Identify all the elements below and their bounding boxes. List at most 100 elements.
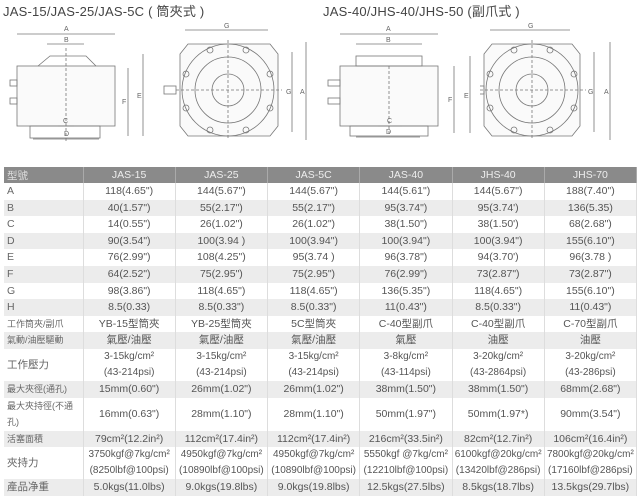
column-header: JHS-70: [544, 167, 638, 183]
side-view-drawing-jaw: A B F E C D: [327, 26, 471, 138]
table-cell: 118(4.65"): [452, 282, 545, 300]
row-label: A: [4, 183, 84, 200]
table-cell: 95(3.74"): [359, 199, 453, 217]
table-row: 最大夾持徑(不通孔) 16mm(0.63") 28mm(1.10") 28mm(1.1…: [4, 397, 638, 431]
model-header: 型號: [4, 167, 84, 183]
table-cell: 144(5.67"): [175, 183, 269, 200]
table-cell: 50mm(1.97*): [452, 397, 545, 431]
cell-line: 3750kgf@7kg/cm²: [88, 449, 170, 461]
svg-text:G: G: [286, 89, 291, 96]
cell-line: 3-15kg/cm²: [288, 350, 339, 362]
table-cell: 28mm(1.10"): [267, 397, 361, 431]
row-label: G: [4, 282, 84, 300]
table-cell: 8.5(0.33"): [175, 299, 269, 316]
svg-text:B: B: [64, 37, 69, 44]
table-cell: 188(7.40"): [544, 183, 638, 200]
table-cell: 55(2.17"): [267, 199, 361, 217]
table-cell: 12.5kgs(27.5lbs): [359, 479, 453, 496]
table-row: 最大夾徑(通孔) 15mm(0.60") 26mm(1.02") 26mm(1.02"…: [4, 380, 638, 398]
table-cell: 28mm(1.10"): [175, 397, 269, 431]
row-label: C: [4, 216, 84, 233]
table-cell: 95(3.74'): [452, 199, 545, 217]
table-row: 夾持力 3750kgf@7kg/cm² (8250lbf@100psi) 4950kg…: [4, 447, 638, 480]
title-jaw-type: JAS-40/JHS-40/JHS-50 (副爪式 ): [323, 4, 520, 19]
table-cell: 38(1.50"): [359, 216, 453, 233]
cell-line: 3-20kg/cm²: [473, 350, 524, 362]
table-cell: 26(1.02"): [175, 216, 269, 233]
table-row: E 76(2.99") 108(4.25") 95(3.74 ) 96(3.78") 94…: [4, 249, 638, 266]
table-cell: 64(2.52"): [83, 265, 176, 283]
table-cell: 11(0.43"): [544, 299, 638, 316]
table-cell: 4950kgf@7kg/cm² (10890lbf@100psi): [267, 447, 361, 480]
table-cell: 68(2.68"): [544, 216, 638, 233]
row-label: 活塞面積: [4, 430, 84, 448]
cell-line: (43-114psi): [380, 366, 431, 378]
row-label: 產品净重: [4, 479, 84, 496]
table-cell: 3-15kg/cm² (43-214psi): [267, 348, 361, 381]
cell-line: 7800kgf@20kg/cm²: [546, 449, 634, 461]
table-cell: C-70型副爪: [544, 315, 638, 333]
row-label: 最大夾持徑(不通孔): [4, 397, 84, 431]
table-cell: YB-25型筒夾: [175, 315, 269, 333]
svg-text:D: D: [386, 129, 391, 136]
table-cell: 79cm²(12.2in²): [83, 430, 176, 448]
cell-line: (43-214psi): [196, 366, 247, 378]
cell-line: 6100kgf@20kg/cm²: [454, 449, 542, 461]
cell-line: 5550kgf @7kg/cm²: [363, 449, 448, 461]
svg-text:E: E: [137, 93, 142, 100]
cell-line: (13420lbf@286psi): [455, 465, 541, 477]
row-label: D: [4, 232, 84, 250]
table-cell: 26mm(1.02"): [175, 380, 269, 398]
row-label: 夾持力: [4, 447, 84, 480]
table-row: F 64(2.52") 75(2.95") 75(2.95") 76(2.99") 73(…: [4, 265, 638, 283]
table-cell: 氣壓/油壓: [175, 332, 269, 349]
row-label: B: [4, 199, 84, 217]
svg-text:E: E: [464, 93, 469, 100]
table-cell: 3-20kg/cm² (43-2864psi): [452, 348, 545, 381]
cell-line: 3-15kg/cm²: [196, 350, 247, 362]
table-cell: 144(5.67"): [267, 183, 361, 200]
table-cell: 98(3.86"): [83, 282, 176, 300]
table-cell: 8.5(0.33"): [267, 299, 361, 316]
table-cell: 55(2.17"): [175, 199, 269, 217]
svg-text:F: F: [448, 97, 452, 104]
table-cell: 油壓: [452, 332, 545, 349]
table-cell: 75(2.95"): [267, 265, 361, 283]
table-cell: 112cm²(17.4in²): [175, 430, 269, 448]
column-header: JAS-40: [359, 167, 453, 183]
row-label: E: [4, 249, 84, 266]
table-cell: 3-15kg/cm² (43-214psi): [175, 348, 269, 381]
table-cell: C-40型副爪: [452, 315, 545, 333]
svg-text:C: C: [63, 118, 68, 125]
table-cell: 40(1.57"): [83, 199, 176, 217]
table-cell: 100(3.94"): [359, 232, 453, 250]
table-cell: 5550kgf @7kg/cm² (12210lbf@100psi): [359, 447, 453, 480]
svg-text:A: A: [300, 89, 305, 96]
table-cell: 155(6.10"): [544, 232, 638, 250]
table-row: 活塞面積 79cm²(12.2in²) 112cm²(17.4in²) 112cm²(…: [4, 430, 638, 448]
cell-line: (17160lbf@286psi): [548, 465, 633, 477]
cell-line: 4950kgf@7kg/cm²: [272, 449, 355, 461]
spec-table: 型號 JAS-15 JAS-25 JAS-5C JAS-40 JHS-40 JHS-70 A…: [4, 167, 638, 496]
title-collet-type: JAS-15/JAS-25/JAS-5C ( 筒夾式 ): [3, 4, 205, 19]
row-label: 工作壓力: [4, 348, 84, 381]
table-cell: 5.0kgs(11.0lbs): [83, 479, 176, 496]
svg-text:F: F: [122, 99, 126, 106]
svg-text:A: A: [386, 26, 391, 33]
table-cell: 144(5.61"): [359, 183, 453, 200]
cell-line: 3-15kg/cm²: [104, 350, 155, 362]
table-cell: 112cm²(17.4in²): [267, 430, 361, 448]
column-header: JHS-40: [452, 167, 545, 183]
cell-line: (12210lbf@100psi): [363, 465, 449, 477]
table-row: G 98(3.86") 118(4.65") 118(4.65") 136(5.35")…: [4, 282, 638, 300]
table-cell: 100(3.94"): [452, 232, 545, 250]
table-cell: 96(3.78 ): [544, 249, 638, 266]
svg-text:B: B: [386, 37, 391, 44]
cell-line: 4950kgf@7kg/cm²: [180, 449, 263, 461]
table-cell: 118(4.65"): [175, 282, 269, 300]
column-header: JAS-25: [175, 167, 269, 183]
table-cell: 8.5(0.33"): [452, 299, 545, 316]
cell-line: (10890lbf@100psi): [271, 465, 356, 477]
table-cell: 13.5kgs(29.7lbs): [544, 479, 638, 496]
table-cell: 9.0kgs(19.8lbs): [175, 479, 269, 496]
